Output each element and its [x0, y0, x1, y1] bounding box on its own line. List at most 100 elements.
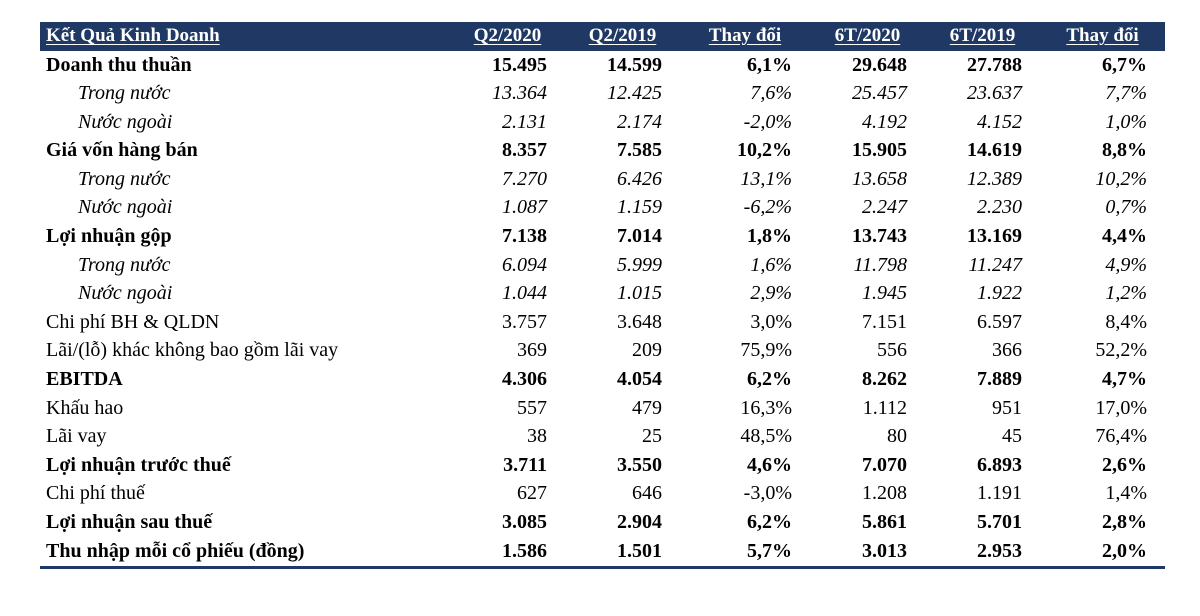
cell-value: 12.389	[967, 167, 1022, 190]
cell-value: 17,0%	[1095, 396, 1147, 419]
cell-value: 45	[1002, 425, 1022, 448]
cell-value: 23.637	[967, 82, 1022, 105]
row-label: Trong nước	[78, 82, 171, 105]
row-label: Khấu hao	[46, 396, 124, 419]
cell-value: 4.152	[977, 110, 1022, 133]
cell-value: 366	[992, 339, 1022, 362]
cell-value: 5,7%	[747, 539, 792, 562]
cell-value: 479	[632, 396, 662, 419]
row-label: Trong nước	[78, 167, 171, 190]
cell-value: 7.889	[977, 368, 1022, 391]
cell-value: 11.247	[968, 253, 1022, 276]
cell-value: 1.191	[977, 482, 1022, 505]
cell-value: 25.457	[852, 82, 907, 105]
cell-value: 7.585	[617, 139, 662, 162]
cell-value: 52,2%	[1095, 339, 1147, 362]
row-label: Lợi nhuận gộp	[46, 225, 172, 248]
table-row: EBITDA 4.306 4.054 6,2% 8.262 7.889 4,7%	[40, 366, 1165, 395]
column-header-label: Thay đổi	[708, 25, 782, 46]
row-label: Nước ngoài	[78, 110, 173, 133]
cell-value: 1.159	[617, 196, 662, 219]
cell-value: 8,8%	[1102, 139, 1147, 162]
column-header-3: 6T/2020	[810, 22, 925, 51]
table-row: Lợi nhuận sau thuế 3.085 2.904 6,2% 5.861 5.7…	[40, 509, 1165, 538]
cell-value: 369	[517, 339, 547, 362]
table-row: Thu nhập mỗi cổ phiếu (đồng) 1.586 1.501 5,…	[40, 537, 1165, 567]
cell-value: 2.953	[977, 539, 1022, 562]
column-header-1: Q2/2019	[565, 22, 680, 51]
row-label: Chi phí thuế	[46, 482, 145, 505]
table-row: Trong nước 6.094 5.999 1,6% 11.798 11.247 4,9%	[40, 251, 1165, 280]
cell-value: 1.208	[862, 482, 907, 505]
cell-value: 5.999	[617, 253, 662, 276]
row-label: Chi phí BH & QLDN	[46, 310, 220, 333]
column-header-label: Thay đổi	[1066, 25, 1139, 46]
row-label: Lãi vay	[46, 425, 107, 448]
cell-value: 2.131	[502, 110, 547, 133]
table-row: Lợi nhuận trước thuế 3.711 3.550 4,6% 7.070 6…	[40, 451, 1165, 480]
table-row: Nước ngoài 2.131 2.174 -2,0% 4.192 4.152 1,0%	[40, 108, 1165, 137]
cell-value: 13,1%	[740, 167, 792, 190]
cell-value: 1.015	[617, 282, 662, 305]
cell-value: -6,2%	[743, 196, 792, 219]
cell-value: 1,4%	[1105, 482, 1147, 505]
row-label: Doanh thu thuần	[46, 53, 192, 76]
column-header-label: 6T/2019	[949, 25, 1016, 46]
cell-value: 2.174	[617, 110, 662, 133]
cell-value: 951	[992, 396, 1022, 419]
cell-value: 8.262	[862, 368, 907, 391]
cell-value: 6.094	[502, 253, 547, 276]
cell-value: 646	[632, 482, 662, 505]
table-title-header: Kết Quả Kinh Doanh	[40, 22, 450, 51]
cell-value: 4,9%	[1105, 253, 1147, 276]
table-row: Lãi vay 38 25 48,5% 80 45 76,4%	[40, 423, 1165, 452]
row-label: Giá vốn hàng bán	[46, 139, 198, 162]
cell-value: 2,6%	[1102, 453, 1147, 476]
cell-value: 6.597	[977, 310, 1022, 333]
cell-value: 1.945	[862, 282, 907, 305]
row-label: Lãi/(lỗ) khác không bao gồm lãi vay	[46, 339, 339, 362]
cell-value: 3.648	[617, 310, 662, 333]
row-label: Lợi nhuận trước thuế	[46, 453, 231, 476]
cell-value: 7.270	[502, 167, 547, 190]
cell-value: 6,1%	[747, 53, 792, 76]
cell-value: 209	[632, 339, 662, 362]
cell-value: 7.138	[502, 225, 547, 248]
cell-value: 7.151	[862, 310, 907, 333]
cell-value: 3,0%	[750, 310, 792, 333]
cell-value: 12.425	[607, 82, 662, 105]
table-row: Giá vốn hàng bán 8.357 7.585 10,2% 15.905 14.…	[40, 137, 1165, 166]
cell-value: 7,6%	[750, 82, 792, 105]
cell-value: 1,8%	[747, 225, 792, 248]
cell-value: 8,4%	[1105, 310, 1147, 333]
cell-value: 27.788	[967, 53, 1022, 76]
cell-value: 4.054	[617, 368, 662, 391]
cell-value: 13.743	[852, 225, 907, 248]
cell-value: 3.013	[862, 539, 907, 562]
cell-value: 3.711	[503, 453, 547, 476]
cell-value: 14.599	[607, 53, 662, 76]
table-row: Chi phí thuế 627 646 -3,0% 1.208 1.191 1,4%	[40, 480, 1165, 509]
cell-value: 11.798	[853, 253, 907, 276]
cell-value: 1,0%	[1105, 110, 1147, 133]
cell-value: 5.861	[862, 511, 907, 533]
table-row: Doanh thu thuần 15.495 14.599 6,1% 29.648 27.…	[40, 51, 1165, 80]
cell-value: 0,7%	[1105, 196, 1147, 219]
cell-value: 13.169	[967, 225, 1022, 248]
cell-value: 7.014	[617, 225, 662, 248]
table-title: Kết Quả Kinh Doanh	[46, 25, 220, 46]
cell-value: 2,0%	[1102, 539, 1147, 562]
cell-value: 2.230	[977, 196, 1022, 219]
row-label: Nước ngoài	[78, 196, 173, 219]
cell-value: 76,4%	[1095, 425, 1147, 448]
cell-value: 14.619	[967, 139, 1022, 162]
cell-value: 4,7%	[1102, 368, 1147, 391]
cell-value: 6,7%	[1102, 53, 1147, 76]
cell-value: 1,2%	[1105, 282, 1147, 305]
column-header-5: Thay đổi	[1040, 22, 1165, 51]
cell-value: 8.357	[502, 139, 547, 162]
cell-value: 4.306	[502, 368, 547, 391]
cell-value: 4,6%	[747, 453, 792, 476]
cell-value: 48,5%	[740, 425, 792, 448]
